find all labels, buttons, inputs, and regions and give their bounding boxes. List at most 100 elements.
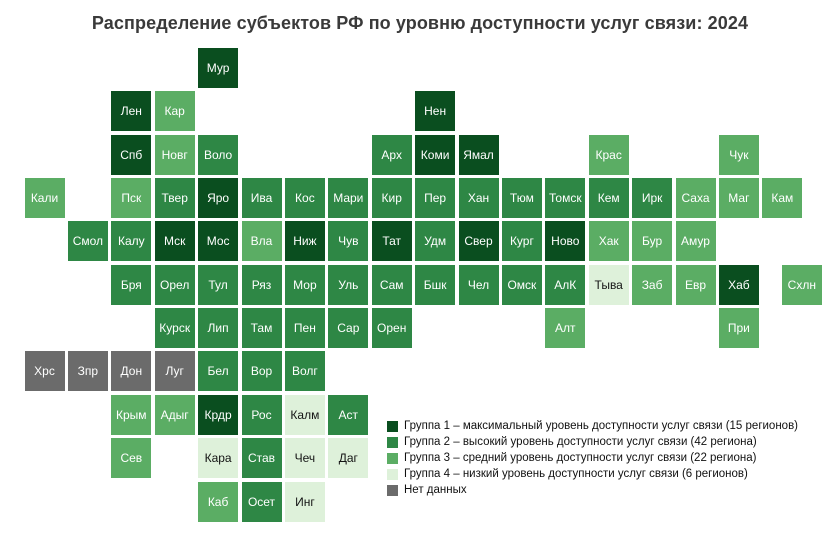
- region-tile: Крас: [588, 134, 629, 175]
- region-tile: Луг: [154, 351, 195, 392]
- region-tile: Там: [241, 308, 282, 349]
- region-tile: При: [718, 308, 759, 349]
- region-tile: Дон: [111, 351, 152, 392]
- legend-label: Группа 2 – высокий уровень доступности у…: [404, 436, 757, 448]
- region-tile: Чук: [718, 134, 759, 175]
- region-tile: Хак: [588, 221, 629, 262]
- region-tile: Вор: [241, 351, 282, 392]
- legend-item: Группа 3 – средний уровень доступности у…: [387, 450, 798, 466]
- legend-label: Нет данных: [404, 484, 467, 496]
- region-tile: Нен: [415, 91, 456, 132]
- region-tile: Сар: [328, 308, 369, 349]
- region-tile: Чув: [328, 221, 369, 262]
- region-tile: Даг: [328, 438, 369, 479]
- legend-swatch: [387, 436, 398, 448]
- region-tile: Кург: [501, 221, 542, 262]
- region-tile: Мор: [284, 264, 325, 305]
- region-tile: Калу: [111, 221, 152, 262]
- region-tile: Ива: [241, 178, 282, 219]
- chart-title: Распределение субъектов РФ по уровню дос…: [91, 13, 749, 33]
- region-tile: Бел: [198, 351, 239, 392]
- region-tile: Кали: [24, 178, 65, 219]
- region-tile: Чел: [458, 264, 499, 305]
- legend-swatch: [387, 420, 398, 432]
- region-tile: Амур: [675, 221, 716, 262]
- region-tile: Спб: [111, 134, 152, 175]
- region-tile: Бря: [111, 264, 152, 305]
- region-tile: Орел: [154, 264, 195, 305]
- region-tile: Пск: [111, 178, 152, 219]
- region-tile: Хаб: [718, 264, 759, 305]
- region-tile: Коми: [415, 134, 456, 175]
- region-tile: Хан: [458, 178, 499, 219]
- region-tile: Ново: [545, 221, 586, 262]
- region-tile: Твер: [154, 178, 195, 219]
- region-tile: Ряз: [241, 264, 282, 305]
- region-tile: Мари: [328, 178, 369, 219]
- region-tile: Кос: [284, 178, 325, 219]
- region-tile: Ирк: [632, 178, 673, 219]
- region-tile: Крым: [111, 394, 152, 435]
- region-tile: Лен: [111, 91, 152, 132]
- region-tile: Заб: [632, 264, 673, 305]
- region-tile: Томск: [545, 178, 586, 219]
- legend-label: Группа 4 – низкий уровень доступности ус…: [404, 468, 748, 480]
- region-tile: Став: [241, 438, 282, 479]
- region-tile: Саха: [675, 178, 716, 219]
- legend-item: Нет данных: [387, 482, 798, 498]
- region-tile: Тюм: [501, 178, 542, 219]
- region-tile: Тул: [198, 264, 239, 305]
- region-tile: Кем: [588, 178, 629, 219]
- region-tile: Вла: [241, 221, 282, 262]
- region-tile: Ниж: [284, 221, 325, 262]
- region-tile: Каб: [198, 481, 239, 522]
- legend-swatch: [387, 452, 398, 464]
- region-tile: Смол: [67, 221, 108, 262]
- region-tile: Схлн: [781, 264, 822, 305]
- region-tile: Кир: [371, 178, 412, 219]
- region-tile: Уль: [328, 264, 369, 305]
- region-tile: Пен: [284, 308, 325, 349]
- region-tile: Арх: [371, 134, 412, 175]
- region-tile: Кар: [154, 91, 195, 132]
- region-tile: Омск: [501, 264, 542, 305]
- region-tile: Рос: [241, 394, 282, 435]
- legend-swatch: [387, 468, 398, 480]
- region-tile: Бур: [632, 221, 673, 262]
- region-tile: Воло: [198, 134, 239, 175]
- region-tile: Курск: [154, 308, 195, 349]
- region-tile: Адыг: [154, 394, 195, 435]
- region-tile: Лип: [198, 308, 239, 349]
- region-tile: Осет: [241, 481, 282, 522]
- legend-label: Группа 1 – максимальный уровень доступно…: [404, 420, 799, 432]
- region-tile: Алт: [545, 308, 586, 349]
- region-tile: Калм: [284, 394, 325, 435]
- region-tile: Пер: [415, 178, 456, 219]
- legend-swatch: [387, 484, 398, 496]
- legend: Группа 1 – максимальный уровень доступно…: [387, 418, 798, 498]
- region-tile: Кам: [762, 178, 803, 219]
- region-tile: Яро: [198, 178, 239, 219]
- region-tile: Сев: [111, 438, 152, 479]
- region-tile: Кара: [198, 438, 239, 479]
- region-tile: Сам: [371, 264, 412, 305]
- region-tile: Мос: [198, 221, 239, 262]
- region-tile: Удм: [415, 221, 456, 262]
- region-tile: Новг: [154, 134, 195, 175]
- region-tile: Мур: [198, 48, 239, 88]
- region-tile: Орен: [371, 308, 412, 349]
- region-tile: Инг: [284, 481, 325, 522]
- region-tile: Свер: [458, 221, 499, 262]
- region-tile: АлК: [545, 264, 586, 305]
- region-tile: Ямал: [458, 134, 499, 175]
- region-tile: Маг: [718, 178, 759, 219]
- region-tile: Аст: [328, 394, 369, 435]
- region-tile: Бшк: [415, 264, 456, 305]
- legend-label: Группа 3 – средний уровень доступности у…: [404, 452, 757, 464]
- legend-item: Группа 4 – низкий уровень доступности ус…: [387, 466, 798, 482]
- region-tile: Хрс: [24, 351, 65, 392]
- region-tile: Зпр: [67, 351, 108, 392]
- legend-item: Группа 2 – высокий уровень доступности у…: [387, 434, 798, 450]
- legend-item: Группа 1 – максимальный уровень доступно…: [387, 418, 798, 434]
